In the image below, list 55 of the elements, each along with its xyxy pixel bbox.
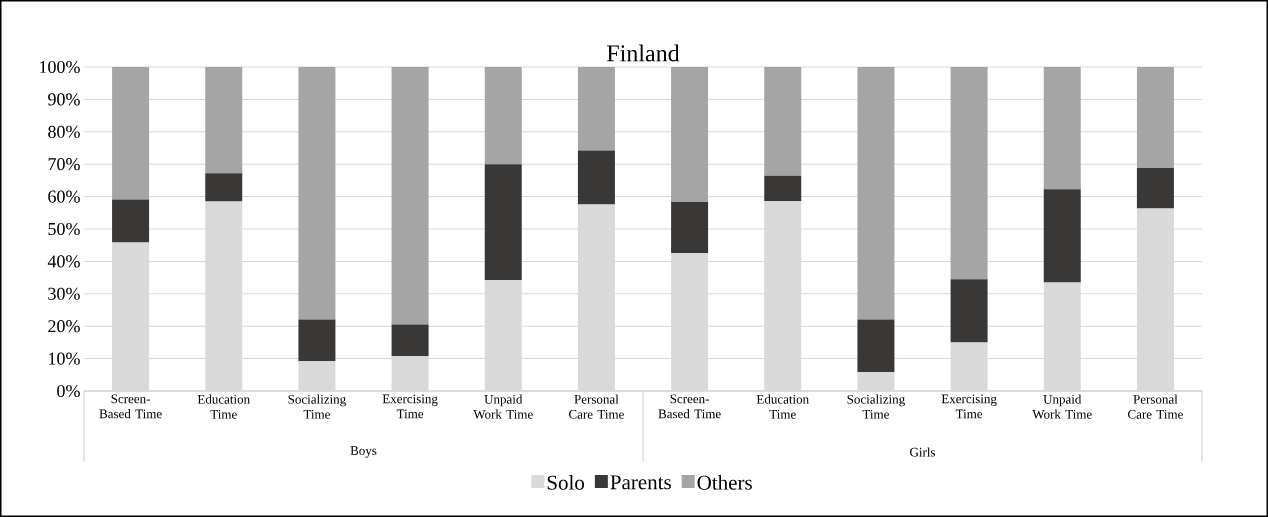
x-tick-label: Screen-Based Time xyxy=(99,394,162,419)
legend-label: Parents xyxy=(610,475,671,490)
y-tick-label: 20% xyxy=(48,320,80,333)
bar xyxy=(391,324,429,357)
bar xyxy=(857,67,895,320)
bar xyxy=(577,67,615,151)
bar xyxy=(764,175,802,202)
x-tick-label: Socializing Time xyxy=(288,394,346,419)
y-tick-label: 0% xyxy=(57,384,80,398)
x-tick-label: Personal Care Time xyxy=(1128,394,1183,419)
y-tick-label: 80% xyxy=(48,125,80,138)
x-tick-label: Exercising Time xyxy=(382,394,438,419)
bar xyxy=(1043,189,1081,283)
x-tick-label: Education Time xyxy=(197,394,250,419)
x-tick-label: Exercising Time xyxy=(941,394,997,419)
x-tick-label: Education Time xyxy=(756,394,809,419)
bar xyxy=(205,67,243,174)
bar xyxy=(857,319,895,373)
legend-label: Others xyxy=(697,474,752,490)
bar xyxy=(1136,67,1174,169)
chart-title: Finland xyxy=(607,44,680,62)
y-tick-label: 30% xyxy=(48,287,80,300)
x-tick-label: Socializing Time xyxy=(847,394,905,419)
bar xyxy=(298,319,336,362)
y-tick-label: 60% xyxy=(48,190,80,203)
bar xyxy=(112,67,150,200)
y-tick-label: 100% xyxy=(40,60,80,74)
bar xyxy=(1043,67,1081,190)
bar xyxy=(298,361,336,391)
bar xyxy=(484,67,522,165)
x-tick-label: Screen-Based Time xyxy=(658,394,721,419)
x-tick-label: Personal Care Time xyxy=(569,394,624,419)
y-tick-label: 90% xyxy=(48,93,80,106)
x-tick-label: Unpaid Work Time xyxy=(1032,394,1092,419)
bar xyxy=(1136,168,1174,209)
y-tick-label: 50% xyxy=(48,222,80,236)
legend-label: Solo xyxy=(547,474,585,490)
bar xyxy=(205,173,243,202)
bar xyxy=(671,202,709,253)
bar xyxy=(764,67,802,176)
bar xyxy=(950,279,988,343)
bar xyxy=(671,67,709,203)
bar xyxy=(577,150,615,205)
bar xyxy=(391,67,429,325)
bar xyxy=(112,199,150,243)
bar xyxy=(484,164,522,281)
bar xyxy=(857,372,895,391)
text: Boys xyxy=(350,446,377,458)
y-tick-label: 40% xyxy=(47,255,80,268)
bar xyxy=(298,67,336,320)
y-tick-label: 10% xyxy=(49,352,80,365)
x-tick-label: Unpaid Work Time xyxy=(473,394,533,419)
y-tick-label: 70% xyxy=(48,158,80,171)
bar xyxy=(950,67,988,280)
text: Girls xyxy=(910,447,936,457)
